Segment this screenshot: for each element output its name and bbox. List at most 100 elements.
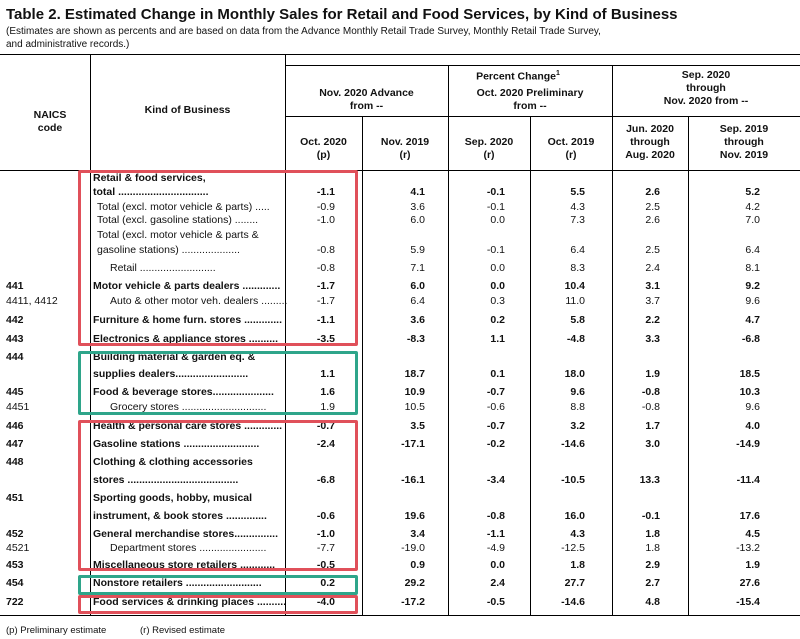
value-cell: -3.5 [316, 333, 335, 345]
value-cell: 3.4 [410, 528, 425, 540]
value-cell: 27.7 [564, 577, 585, 589]
value-cell: 7.3 [570, 214, 585, 226]
value-cell: -0.1 [486, 186, 505, 198]
value-cell: -17.2 [401, 596, 425, 608]
value-cell: 1.1 [320, 368, 335, 380]
naics-code-cell: 442 [6, 314, 24, 326]
value-cell: 0.0 [490, 214, 505, 226]
table-row: 4451 Grocery stores .....................… [0, 401, 800, 415]
value-cell: 29.2 [404, 577, 425, 589]
col-divider-1 [362, 116, 363, 616]
value-cell: -1.0 [316, 528, 335, 540]
value-cell: -1.1 [316, 186, 335, 198]
value-cell: -2.4 [316, 438, 335, 450]
header-percent-change: Percent Change1 [448, 54, 588, 84]
value-cell: -1.7 [316, 280, 335, 292]
highlight-box-red-middle [78, 420, 358, 571]
naics-code-cell: 443 [6, 333, 24, 345]
value-cell: -4.9 [486, 542, 505, 554]
value-cell: -0.7 [486, 386, 505, 398]
value-cell: -0.5 [486, 596, 505, 608]
header-col-jun-aug2020: Jun. 2020 through Aug. 2020 [625, 123, 675, 161]
table-row: Total (excl. motor vehicle & parts) ....… [0, 201, 800, 215]
value-cell: 5.9 [410, 244, 425, 256]
header-kind-of-business: Kind of Business [144, 104, 231, 116]
value-cell: 2.4 [490, 577, 505, 589]
naics-code-cell: 446 [6, 420, 24, 432]
value-cell: -17.1 [401, 438, 425, 450]
value-cell: 17.6 [739, 510, 760, 522]
value-cell: -13.2 [736, 542, 760, 554]
value-cell: 3.3 [645, 333, 660, 345]
value-cell: -19.0 [401, 542, 425, 554]
value-cell: 2.4 [645, 262, 660, 274]
value-cell: -0.1 [486, 244, 505, 256]
value-cell: -14.9 [736, 438, 760, 450]
value-cell: -3.4 [486, 474, 505, 486]
value-cell: 4.3 [570, 201, 585, 213]
highlight-box-teal-nonstore [78, 575, 358, 595]
percent-change-footnote-mark: 1 [556, 70, 560, 77]
value-cell: 9.2 [745, 280, 760, 292]
kind-of-business-cell: Auto & other motor veh. dealers ........… [110, 295, 288, 307]
header-group-three-month: Sep. 2020 through Nov. 2020 from -- [663, 69, 749, 107]
value-cell: -6.8 [316, 474, 335, 486]
kind-of-business-cell: Furniture & home furn. stores ..........… [93, 314, 283, 326]
value-cell: 4.8 [645, 596, 660, 608]
percent-change-rule [285, 65, 800, 66]
kind-of-business-cell: Clothing & clothing accessories [93, 456, 253, 468]
value-cell: 3.2 [570, 420, 585, 432]
naics-code-cell: 453 [6, 559, 24, 571]
table-row: Total (excl. motor vehicle & parts & [0, 229, 800, 243]
value-cell: 2.5 [645, 244, 660, 256]
table-row: 442 Furniture & home furn. stores .......… [0, 314, 800, 328]
col-divider-kind [285, 54, 286, 616]
value-cell: 4.7 [745, 314, 760, 326]
table-row: 454 Nonstore retailers ..................… [0, 577, 800, 591]
value-cell: -10.5 [561, 474, 585, 486]
value-cell: 3.1 [645, 280, 660, 292]
header-col-sep2020: Sep. 2020 (r) [464, 136, 514, 161]
naics-code-cell: 444 [6, 351, 24, 363]
value-cell: 6.4 [570, 244, 585, 256]
value-cell: 7.1 [410, 262, 425, 274]
table-row: 451 Sporting goods, hobby, musical [0, 492, 800, 506]
naics-code-cell: 451 [6, 492, 24, 504]
value-cell: 1.1 [490, 333, 505, 345]
naics-code-cell: 447 [6, 438, 24, 450]
value-cell: 4.1 [410, 186, 425, 198]
value-cell: -1.7 [316, 295, 335, 307]
value-cell: -14.6 [561, 596, 585, 608]
value-cell: 5.8 [570, 314, 585, 326]
table-bottom-rule [0, 615, 800, 616]
value-cell: 8.8 [570, 401, 585, 413]
kind-of-business-cell: supplies dealers........................… [93, 368, 249, 380]
value-cell: -0.7 [316, 420, 335, 432]
value-cell: -1.0 [316, 214, 335, 226]
footnote-preliminary: (p) Preliminary estimate [6, 625, 107, 636]
kind-of-business-cell: Health & personal care stores ..........… [93, 420, 283, 432]
kind-of-business-cell: instrument, & book stores .............. [93, 510, 267, 522]
value-cell: -0.1 [641, 510, 660, 522]
value-cell: 0.2 [490, 314, 505, 326]
kind-of-business-cell: Food services & drinking places ........… [93, 596, 285, 608]
value-cell: -0.1 [486, 201, 505, 213]
value-cell: 2.5 [645, 201, 660, 213]
value-cell: 2.2 [645, 314, 660, 326]
value-cell: 10.5 [404, 401, 425, 413]
naics-code-cell: 4451 [6, 401, 30, 413]
header-col-oct2019: Oct. 2019 (r) [547, 136, 595, 161]
table-row: supplies dealers........................… [0, 368, 800, 382]
kind-of-business-cell: Electronics & appliance stores .........… [93, 333, 278, 345]
value-cell: 0.0 [490, 280, 505, 292]
value-cell: 18.7 [404, 368, 425, 380]
value-cell: 3.6 [410, 201, 425, 213]
value-cell: 10.9 [404, 386, 425, 398]
header-group-advance: Nov. 2020 Advance from -- [319, 87, 414, 112]
value-cell: 0.0 [490, 262, 505, 274]
value-cell: 4.0 [745, 420, 760, 432]
value-cell: -0.8 [641, 386, 660, 398]
value-cell: 0.3 [490, 295, 505, 307]
kind-of-business-cell: Total (excl. gasoline stations) ........ [97, 214, 259, 226]
value-cell: 16.0 [564, 510, 585, 522]
